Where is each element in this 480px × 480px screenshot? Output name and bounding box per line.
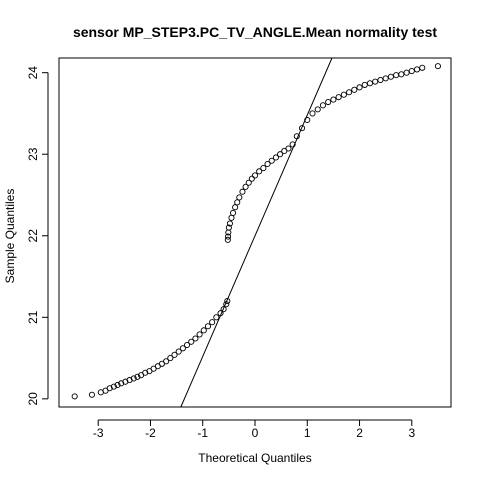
data-point (184, 341, 191, 349)
data-point (200, 327, 207, 334)
data-point (71, 393, 78, 400)
plot-frame (58, 57, 452, 408)
data-point (268, 157, 275, 164)
data-point (248, 175, 255, 182)
data-point (130, 375, 137, 382)
data-point (335, 94, 342, 101)
data-point (340, 91, 347, 98)
data-point (163, 358, 170, 365)
y-tick-label: 21 (26, 310, 40, 324)
points-layer (71, 63, 441, 400)
data-point (224, 236, 231, 243)
data-point (196, 331, 203, 338)
data-point (122, 378, 129, 385)
data-point (413, 66, 421, 73)
qq-reference-line (180, 57, 333, 408)
x-tick-label: -1 (197, 426, 208, 440)
data-point (213, 314, 220, 321)
data-point (272, 154, 279, 161)
data-point (260, 165, 267, 172)
data-point (325, 98, 332, 106)
data-point (314, 106, 321, 113)
data-point (209, 319, 216, 326)
data-point (225, 224, 232, 231)
data-point (264, 160, 271, 168)
x-tick-label: -2 (145, 426, 156, 440)
x-tick-label: 3 (408, 426, 415, 440)
data-point (304, 116, 311, 124)
data-point (356, 84, 363, 91)
data-point (192, 335, 199, 342)
data-point (114, 381, 121, 389)
data-point (220, 306, 227, 313)
y-axis-label: Sample Quantiles (3, 189, 17, 284)
data-point (289, 141, 296, 148)
data-point (223, 301, 230, 308)
data-point (403, 69, 410, 76)
x-axis-label: Theoretical Quantiles (198, 451, 311, 465)
data-point (408, 67, 415, 75)
data-point (110, 383, 117, 390)
y-tick-label: 23 (26, 147, 40, 161)
data-point (419, 64, 426, 71)
data-point (346, 89, 353, 96)
data-point (134, 373, 141, 380)
data-point (224, 297, 231, 305)
data-point (377, 76, 384, 84)
data-point (372, 78, 379, 85)
data-point (234, 199, 241, 206)
data-point (330, 96, 337, 103)
data-point (277, 151, 284, 158)
data-point (179, 345, 186, 352)
data-point (226, 220, 233, 227)
x-tick-label: 0 (252, 426, 259, 440)
data-point (126, 377, 133, 384)
data-point (387, 73, 394, 80)
data-point (229, 209, 237, 216)
data-point (217, 310, 224, 317)
x-tick-label: -3 (93, 426, 104, 440)
data-point (393, 72, 400, 79)
data-point (361, 81, 368, 88)
data-point (285, 145, 292, 152)
data-point (204, 323, 212, 330)
data-point (351, 86, 358, 93)
y-tick-label: 22 (26, 229, 40, 243)
data-point (319, 102, 326, 109)
data-point (251, 172, 259, 179)
data-point (236, 194, 243, 201)
reference-line-layer (180, 57, 333, 408)
data-point (293, 133, 300, 140)
data-point (175, 348, 182, 355)
data-point (118, 380, 125, 387)
data-point (167, 355, 174, 362)
data-point (142, 369, 149, 376)
data-point (232, 204, 239, 211)
data-point (309, 110, 316, 117)
data-point (298, 125, 306, 132)
data-point (245, 179, 252, 186)
data-point (106, 385, 113, 392)
data-point (239, 188, 246, 195)
data-point (398, 71, 405, 78)
data-point (366, 80, 374, 87)
x-tick-label: 2 (356, 426, 363, 440)
chart-title: sensor MP_STEP3.PC_TV_ANGLE.Mean normali… (73, 24, 437, 40)
data-point (242, 183, 249, 190)
data-point (382, 75, 389, 82)
data-point (188, 338, 195, 345)
x-tick-label: 1 (304, 426, 311, 440)
data-point (434, 63, 441, 70)
y-tick-label: 20 (26, 392, 40, 406)
data-point (225, 233, 232, 240)
data-point (88, 391, 95, 398)
data-point (171, 351, 178, 358)
data-point (256, 168, 263, 175)
y-tick-label: 24 (26, 66, 40, 80)
data-point (228, 214, 235, 221)
